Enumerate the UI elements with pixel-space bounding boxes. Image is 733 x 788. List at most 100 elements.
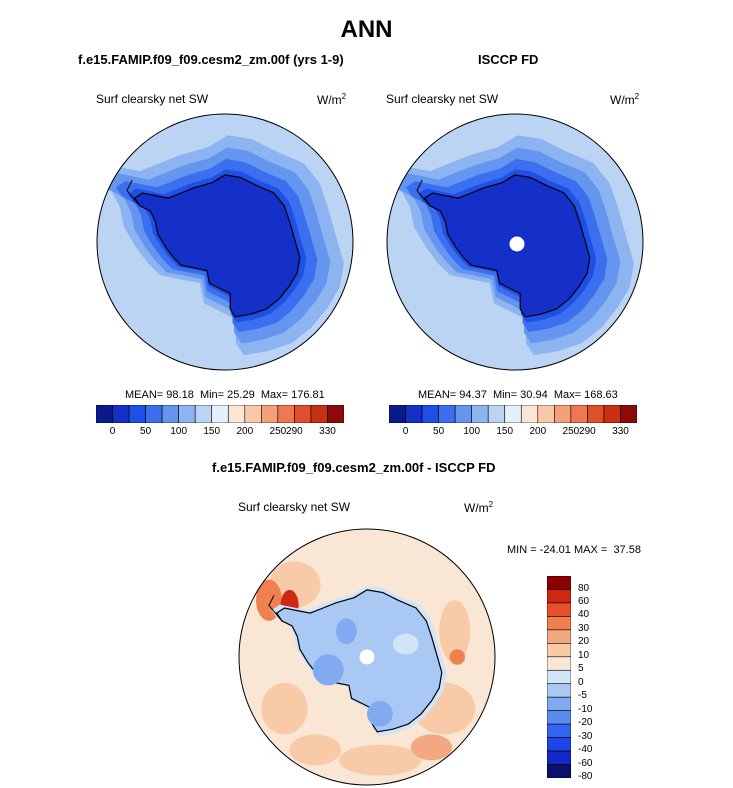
- panel-3-warm-anomaly: [449, 649, 466, 665]
- panel-3-colorbar-segment: [547, 683, 571, 698]
- panel-2-polar-map: [386, 113, 644, 371]
- panel-1-colorbar-segment: [310, 405, 328, 423]
- panel-1-colorbar-segment: [161, 405, 179, 423]
- panel-3-colorbar-ticks: 80 60 40 30 20 10 5 0 -5 -10 -20 -30 -40 -60 -80: [578, 576, 618, 783]
- panel-2-colorbar-tick-label: 100: [463, 426, 481, 437]
- panel-1-colorbar-segment: [178, 405, 196, 423]
- panel-2-colorbar-tick-label: 200: [529, 426, 547, 437]
- panel-2-colorbar: [389, 405, 637, 423]
- panel-2-colorbar-segment: [520, 405, 539, 423]
- panel-3-colorbar-segment: [547, 737, 571, 752]
- panel-2-variable-label: Surf clearsky net SW: [386, 92, 499, 106]
- panel-3-colorbar-segment: [547, 669, 571, 685]
- panel-1-colorbar-tick-label: 250: [269, 426, 287, 437]
- panel-1-colorbar-segment: [96, 405, 113, 423]
- panel-2-peninsula-outline: [416, 179, 431, 207]
- panel-2-title: ISCCP FD: [478, 52, 539, 67]
- panel-1-antarctica-outline: [133, 174, 301, 318]
- panel-2-colorbar-segment: [389, 405, 406, 423]
- panel-2-antarctica-outline: [423, 174, 591, 318]
- panel-2-map-border: [386, 113, 644, 371]
- panel-3-cool-anomaly: [312, 654, 344, 686]
- panel-2-colorbar-segment: [405, 405, 423, 423]
- panel-1-title: f.e15.FAMIP.f09_f09.cesm2_zm.00f (yrs 1-…: [78, 52, 344, 67]
- panel-1-colorbar-segment: [277, 405, 295, 423]
- panel-3-colorbar-segment: [547, 576, 571, 590]
- panel-3-colorbar-tick-label: -40: [578, 744, 593, 756]
- panel-2-colorbar-segment: [487, 405, 506, 423]
- panel-3-antarctica-outline: [275, 589, 443, 733]
- panel-3-warm-anomaly: [289, 734, 342, 766]
- panel-3-title: f.e15.FAMIP.f09_f09.cesm2_zm.00f - ISCCP…: [212, 460, 496, 475]
- panel-1-colorbar-tick-label: 200: [236, 426, 254, 437]
- panel-3-warm-anomaly: [410, 734, 453, 761]
- panel-3-colorbar-segment: [547, 696, 571, 711]
- panel-2-colorbar-tick-label: 50: [433, 426, 445, 437]
- panel-2-colorbar-tick-label: 290: [579, 426, 596, 437]
- panel-2-colorbar-segment: [454, 405, 472, 423]
- panel-1-units: W/m2: [317, 92, 347, 107]
- panel-3-colorbar-segment: [547, 643, 571, 658]
- panel-2-colorbar-tick-label: 0: [402, 426, 409, 437]
- panel-2-stats: MEAN= 94.37 Min= 30.94 Max= 168.63: [418, 389, 618, 401]
- panel-1-colorbar-segment: [194, 405, 213, 423]
- panel-3-colorbar-segment: [547, 629, 571, 644]
- panel-3-colorbar: [547, 576, 571, 778]
- panel-1-colorbar-segment: [327, 405, 344, 423]
- panel-3-colorbar-tick-label: 80: [578, 582, 590, 594]
- panel-3-variable-label: Surf clearsky net SW: [238, 500, 351, 514]
- panel-1-colorbar-tick-label: 0: [109, 426, 116, 437]
- panel-1-colorbar-segment: [112, 405, 130, 423]
- panel-2-units: W/m2: [610, 92, 640, 107]
- panel-3-colorbar-tick-label: 20: [578, 636, 590, 648]
- panel-3-colorbar-segment: [547, 616, 571, 631]
- panel-3-warm-anomaly: [439, 600, 471, 663]
- panel-3-polar-map: [238, 528, 496, 786]
- panel-3-colorbar-segment: [547, 764, 571, 778]
- panel-1-colorbar-tick-label: 330: [319, 426, 336, 437]
- panel-2-colorbar-segment: [421, 405, 439, 423]
- panel-3-colorbar-segment: [547, 589, 571, 604]
- panel-3-colorbar-tick-label: -5: [578, 690, 587, 702]
- main-title: ANN: [340, 16, 393, 43]
- panel-3-colorbar-tick-label: 0: [578, 676, 584, 688]
- panel-2-colorbar-segment: [504, 405, 522, 423]
- panel-3-colorbar-tick-label: -10: [578, 703, 593, 715]
- panel-3-colorbar-tick-label: -30: [578, 730, 593, 742]
- panel-2-missing-data-pole: [509, 236, 525, 252]
- panel-2-colorbar-segment: [620, 405, 637, 423]
- panel-3-warm-anomaly: [268, 561, 321, 608]
- panel-1-stats: MEAN= 98.18 Min= 25.29 Max= 176.81: [125, 389, 325, 401]
- panel-2-colorbar-segment: [438, 405, 456, 423]
- panel-2-colorbar-segment: [554, 405, 572, 423]
- panel-2-colorbar-tick-label: 250: [562, 426, 580, 437]
- panel-1-colorbar-segment: [145, 405, 163, 423]
- panel-1-colorbar-segment: [294, 405, 312, 423]
- panel-2-colorbar-segment: [471, 405, 489, 423]
- panel-1-variable-label: Surf clearsky net SW: [96, 92, 209, 106]
- panel-1-colorbar: [96, 405, 344, 423]
- panel-3-field: [239, 529, 495, 785]
- panel-1-colorbar-segment: [128, 405, 146, 423]
- panel-1-colorbar-segment: [261, 405, 279, 423]
- panel-3-colorbar-segment: [547, 750, 571, 765]
- panel-2-colorbar-segment: [603, 405, 621, 423]
- panel-1-peninsula-outline: [126, 179, 141, 207]
- panel-1-colorbar-segment: [227, 405, 246, 423]
- panel-3-colorbar-segment: [547, 656, 571, 671]
- panel-3-colorbar-tick-label: 30: [578, 622, 590, 634]
- panel-3-cool-anomaly: [367, 700, 393, 727]
- panel-2-colorbar-segment: [587, 405, 605, 423]
- panel-3-colorbar-tick-label: 5: [578, 663, 584, 675]
- panel-3-colorbar-tick-label: -80: [578, 771, 593, 782]
- panel-3-colorbar-segment: [547, 710, 571, 725]
- panel-2-colorbar-tick-label: 150: [496, 426, 514, 437]
- panel-3-peninsula-outline: [268, 594, 283, 622]
- panel-1-colorbar-ticks: 0 50 100 150 200 250 290 330: [96, 426, 344, 440]
- panel-3-colorbar-tick-label: 40: [578, 609, 590, 621]
- panel-3-cool-anomaly: [392, 633, 419, 655]
- panel-2-colorbar-ticks: 0 50 100 150 200 250 290 330: [389, 426, 637, 440]
- panel-3-colorbar-segment: [547, 602, 571, 617]
- panel-1-field: [97, 114, 353, 370]
- panel-3-colorbar-tick-label: 10: [578, 649, 590, 661]
